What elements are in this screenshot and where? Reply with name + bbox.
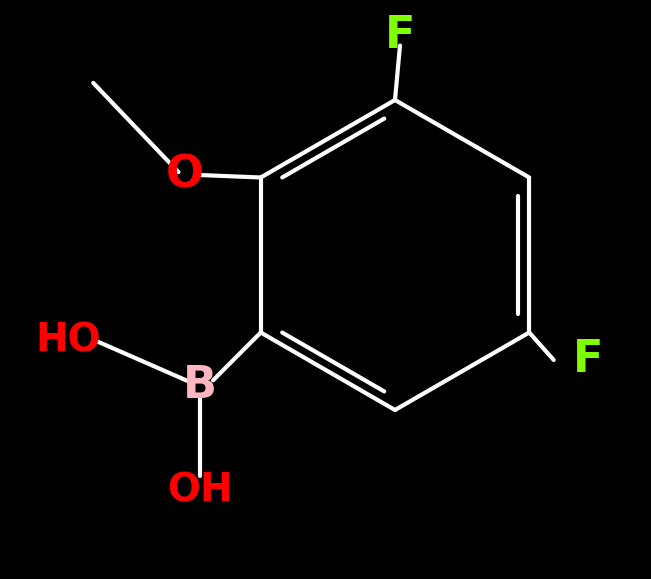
Text: HO: HO — [35, 321, 101, 359]
Text: F: F — [573, 339, 603, 382]
Text: OH: OH — [167, 471, 233, 509]
Text: O: O — [166, 153, 204, 196]
Text: B: B — [183, 364, 217, 406]
Text: F: F — [385, 13, 415, 57]
